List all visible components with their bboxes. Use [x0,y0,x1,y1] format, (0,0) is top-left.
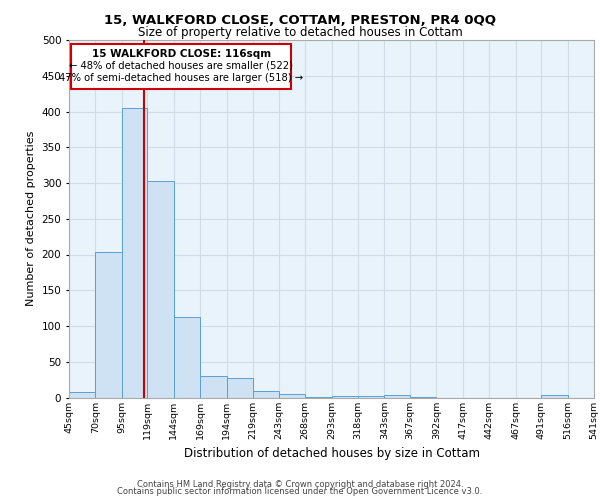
Bar [227,378,253,398]
Bar [385,396,410,398]
Bar [95,252,122,398]
Text: 47% of semi-detached houses are larger (518) →: 47% of semi-detached houses are larger (… [59,73,303,83]
Bar [541,394,568,398]
Bar [174,316,200,398]
Bar [253,391,278,398]
Bar [410,397,436,398]
Text: 15, WALKFORD CLOSE, COTTAM, PRESTON, PR4 0QQ: 15, WALKFORD CLOSE, COTTAM, PRESTON, PR4… [104,14,496,27]
Bar [200,376,227,398]
Bar [69,392,95,398]
Text: ← 48% of detached houses are smaller (522): ← 48% of detached houses are smaller (52… [69,60,293,70]
Text: Contains public sector information licensed under the Open Government Licence v3: Contains public sector information licen… [118,488,482,496]
Bar [305,397,331,398]
Bar [122,108,148,398]
Bar [331,396,358,398]
Y-axis label: Number of detached properties: Number of detached properties [26,131,36,306]
Text: Contains HM Land Registry data © Crown copyright and database right 2024.: Contains HM Land Registry data © Crown c… [137,480,463,489]
X-axis label: Distribution of detached houses by size in Cottam: Distribution of detached houses by size … [184,447,479,460]
Text: Size of property relative to detached houses in Cottam: Size of property relative to detached ho… [137,26,463,39]
Bar [148,181,174,398]
FancyBboxPatch shape [71,44,291,88]
Bar [278,394,305,398]
Text: 15 WALKFORD CLOSE: 116sqm: 15 WALKFORD CLOSE: 116sqm [92,48,271,58]
Bar [358,396,385,398]
